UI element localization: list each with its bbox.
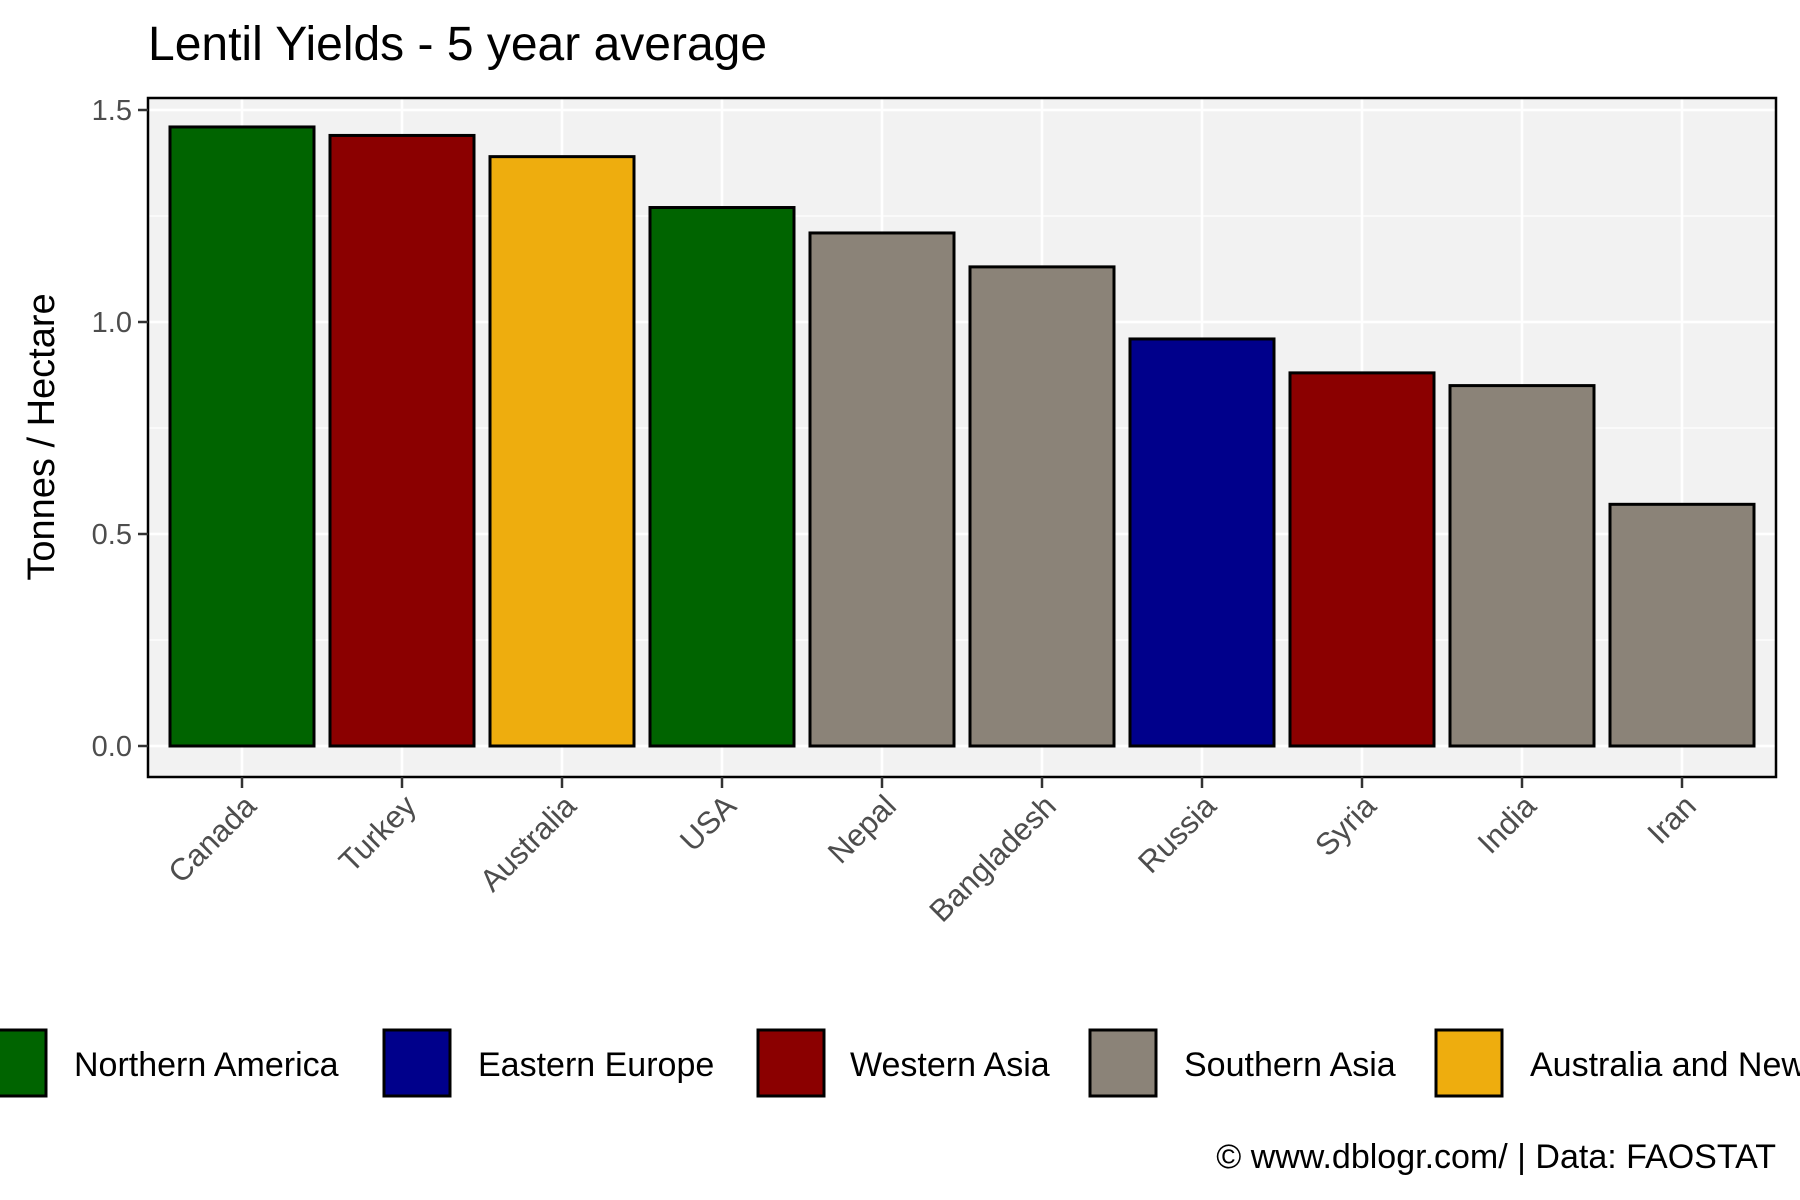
bar-nepal bbox=[808, 231, 956, 748]
x-tick-label: India bbox=[1471, 788, 1544, 861]
x-tick-label: Canada bbox=[161, 788, 263, 890]
legend-label: Western Asia bbox=[850, 1046, 1050, 1084]
x-tick-label: Bangladesh bbox=[922, 788, 1063, 929]
plot-border bbox=[146, 96, 1778, 779]
legend-label: Eastern Europe bbox=[478, 1046, 714, 1084]
bars bbox=[168, 125, 1756, 748]
y-tick-label: 1.5 bbox=[92, 95, 132, 127]
y-axis: 0.0 0.5 1.0 1.5 bbox=[92, 95, 148, 763]
legend-swatch bbox=[0, 1028, 48, 1098]
x-tick-label: Nepal bbox=[821, 788, 903, 870]
bar-usa bbox=[648, 206, 796, 748]
x-tick-label: Russia bbox=[1131, 788, 1223, 880]
y-axis-label: Tonnes / Hectare bbox=[21, 293, 63, 580]
legend-swatch bbox=[1434, 1028, 1504, 1098]
legend: Northern America Eastern Europe Western As… bbox=[0, 1028, 1800, 1098]
legend-swatch bbox=[1088, 1028, 1158, 1098]
chart-caption: © www.dblogr.com/ | Data: FAOSTAT bbox=[1216, 1138, 1776, 1176]
bar-canada bbox=[168, 125, 316, 748]
bar-australia bbox=[488, 155, 636, 748]
x-tick-label: Turkey bbox=[332, 788, 423, 879]
bar-russia bbox=[1128, 337, 1276, 748]
legend-swatch bbox=[756, 1028, 826, 1098]
bar-iran bbox=[1608, 502, 1756, 748]
x-tick-label: Syria bbox=[1308, 788, 1383, 863]
x-tick-label: Iran bbox=[1640, 788, 1703, 851]
y-tick-label: 1.0 bbox=[92, 307, 132, 339]
bar-india bbox=[1448, 384, 1596, 748]
bar-bangladesh bbox=[968, 265, 1116, 748]
legend-swatch bbox=[382, 1028, 452, 1098]
legend-label: Australia and New Zealand bbox=[1530, 1046, 1800, 1084]
x-tick-label: USA bbox=[673, 788, 743, 858]
bar-syria bbox=[1288, 371, 1436, 748]
y-tick-label: 0.0 bbox=[92, 731, 132, 763]
legend-label: Southern Asia bbox=[1184, 1046, 1396, 1084]
y-tick-label: 0.5 bbox=[92, 519, 132, 551]
chart-title: Lentil Yields - 5 year average bbox=[148, 18, 767, 71]
bar-turkey bbox=[328, 133, 476, 748]
x-tick-label: Australia bbox=[473, 788, 584, 899]
legend-label: Northern America bbox=[74, 1046, 339, 1084]
x-axis: Canada Turkey Australia USA Nepal Bangladesh R… bbox=[161, 777, 1703, 929]
